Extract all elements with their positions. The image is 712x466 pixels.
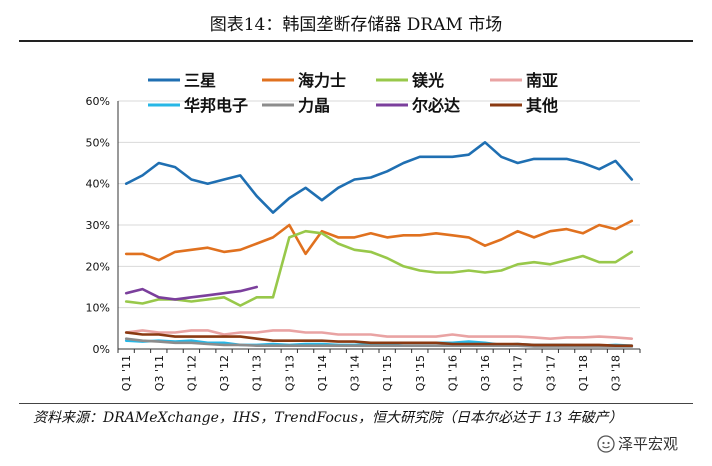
x-tick-label: Q3 '15 bbox=[414, 355, 427, 391]
x-tick-label: Q3 '18 bbox=[610, 355, 623, 391]
title-rule bbox=[19, 40, 693, 42]
legend-label: 其他 bbox=[526, 96, 558, 115]
y-tick-label: 20% bbox=[86, 260, 110, 273]
legend-label: 尔必达 bbox=[412, 96, 460, 115]
y-axis-ticks: 0% 10% 20% 30% 40% 50% 60% bbox=[86, 95, 110, 356]
watermark-text: 泽平宏观 bbox=[618, 435, 679, 453]
x-tick-label: Q1 '15 bbox=[381, 355, 394, 391]
x-tick-label: Q1 '14 bbox=[316, 355, 329, 391]
line-chart: 0%10%20%30%40%50%60% Q1 '11 Q3 '11 Q1 '12 Q… bbox=[86, 71, 641, 391]
watermark: 泽平宏观 bbox=[597, 433, 678, 454]
x-tick-label: Q3 '13 bbox=[283, 355, 296, 391]
x-tick-label: Q3 '17 bbox=[544, 355, 557, 391]
series-lines bbox=[124, 141, 634, 348]
x-tick-label: Q1 '17 bbox=[512, 355, 525, 391]
series-line-2 bbox=[124, 219, 634, 262]
x-tick-label: Q3 '11 bbox=[153, 355, 166, 391]
legend-label: 力晶 bbox=[298, 96, 330, 115]
y-tick-label: 30% bbox=[86, 219, 110, 232]
x-tick-label: Q1 '12 bbox=[185, 355, 198, 391]
x-tick-label: Q1 '13 bbox=[251, 355, 264, 391]
legend-label: 镁光 bbox=[412, 71, 444, 90]
series-line-8 bbox=[124, 331, 634, 347]
x-tick-label: Q3 '16 bbox=[479, 355, 492, 391]
series-line-3 bbox=[124, 229, 634, 307]
figure-title: 图表14：韩国垄断存储器 DRAM 市场 bbox=[209, 15, 503, 35]
series-line-6 bbox=[124, 337, 634, 348]
legend-label: 南亚 bbox=[526, 71, 558, 90]
x-axis-ticks: Q1 '11 Q3 '11 Q1 '12 Q3 '12 Q1 '13 Q3 '13 Q1 '… bbox=[117, 349, 641, 391]
y-tick-label: 10% bbox=[86, 302, 110, 315]
x-tick-label: Q1 '18 bbox=[577, 355, 590, 391]
source-rule bbox=[19, 403, 693, 404]
x-tick-label: Q1 '11 bbox=[120, 355, 133, 391]
source-note: 资料来源：DRAMeXchange，IHS，TrendFocus，恒大研究院（日… bbox=[33, 410, 623, 426]
x-tick-label: Q3 '14 bbox=[349, 355, 362, 391]
y-tick-label: 60% bbox=[86, 95, 110, 108]
series-line-7 bbox=[124, 285, 258, 301]
x-tick-label: Q1 '16 bbox=[446, 355, 459, 391]
x-tick-label: Q3 '12 bbox=[218, 355, 231, 391]
y-tick-label: 0% bbox=[93, 343, 110, 356]
wechat-icon bbox=[597, 434, 615, 453]
legend-label: 华邦电子 bbox=[184, 96, 248, 115]
y-tick-label: 50% bbox=[86, 136, 110, 149]
legend-label: 三星 bbox=[184, 71, 216, 90]
gridlines bbox=[118, 100, 640, 309]
series-line-4 bbox=[124, 329, 634, 340]
legend-label: 海力士 bbox=[298, 71, 346, 90]
y-tick-label: 40% bbox=[86, 178, 110, 191]
series-line-1 bbox=[124, 141, 634, 214]
